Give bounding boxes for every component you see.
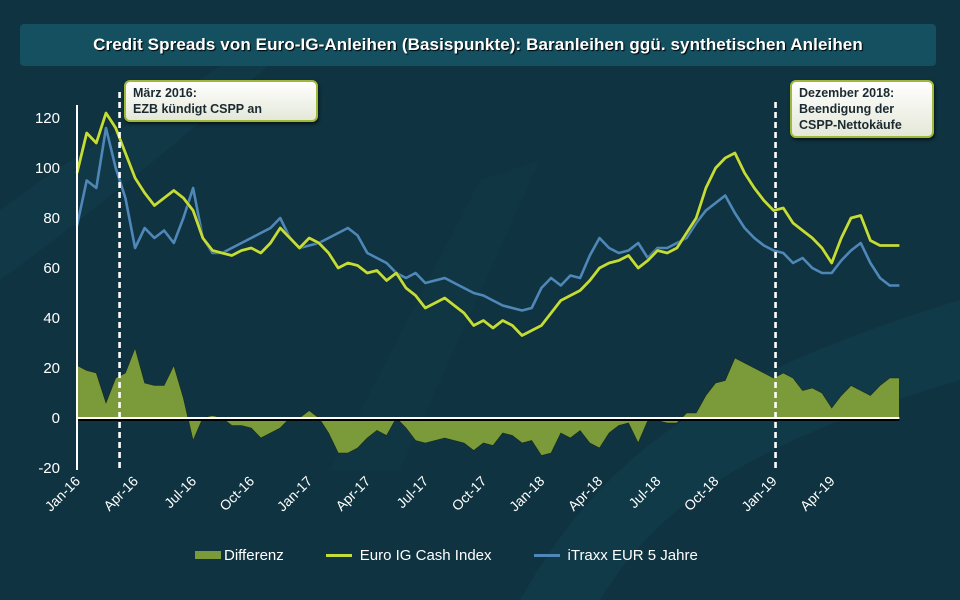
x-tick-label: Oct-17 bbox=[448, 473, 489, 514]
annotation-cspp-end-line-3: CSPP-Nettokäufe bbox=[799, 118, 902, 132]
zero-baseline bbox=[77, 417, 900, 421]
x-tick-label: Jan-16 bbox=[42, 473, 84, 515]
chart-title-bar: Credit Spreads von Euro-IG-Anleihen (Bas… bbox=[20, 24, 936, 66]
x-tick-label: Apr-18 bbox=[565, 473, 606, 514]
y-tick-label: 40 bbox=[43, 310, 60, 327]
itraxx-swatch-icon bbox=[533, 553, 560, 557]
y-tick-label: 80 bbox=[43, 210, 60, 227]
annotation-cspp-announce-line-2: EZB kündigt CSPP an bbox=[133, 102, 262, 116]
x-tick-label: Apr-16 bbox=[100, 473, 141, 514]
y-tick-label: 20 bbox=[43, 360, 60, 377]
legend-label-cash-index: Euro IG Cash Index bbox=[359, 546, 492, 564]
x-tick-label: Apr-17 bbox=[332, 473, 373, 514]
chart-title: Credit Spreads von Euro-IG-Anleihen (Bas… bbox=[93, 35, 863, 54]
annotation-cspp-announce-line-1: März 2016: bbox=[133, 86, 197, 100]
cash-index-line bbox=[74, 110, 900, 338]
x-tick-label: Jan-18 bbox=[506, 473, 548, 515]
x-tick-label: Jul-16 bbox=[161, 473, 199, 511]
annotation-cspp-end-line-2: Beendigung der bbox=[799, 102, 895, 116]
legend-item-itraxx: iTraxx EUR 5 Jahre bbox=[533, 546, 698, 564]
legend-item-differenz: Differenz bbox=[195, 547, 284, 564]
y-tick-label: 100 bbox=[35, 160, 60, 177]
cash-index-line-path bbox=[75, 111, 900, 337]
legend-label-itraxx: iTraxx EUR 5 Jahre bbox=[567, 546, 698, 564]
x-tick-label: Oct-16 bbox=[216, 473, 257, 514]
y-tick-label: 60 bbox=[43, 260, 60, 277]
x-tick-label: Jan-19 bbox=[738, 473, 780, 515]
cash-index-swatch-icon bbox=[325, 553, 352, 557]
annotation-cspp-end: Dezember 2018: Beendigung der CSPP-Netto… bbox=[790, 80, 934, 138]
annotation-cspp-announce: März 2016: EZB kündigt CSPP an bbox=[124, 80, 318, 122]
y-tick-label: 0 bbox=[52, 410, 60, 427]
x-tick-label: Jan-17 bbox=[274, 473, 316, 515]
x-tick-label: Oct-18 bbox=[681, 473, 722, 514]
differenz-swatch-icon bbox=[195, 551, 221, 559]
y-tick-label: -20 bbox=[38, 460, 60, 477]
x-axis-ticks: Jan-16 Apr-16 Jul-16 Oct-16 Jan-17 Apr-17 Jul-… bbox=[42, 473, 838, 515]
event-lines bbox=[118, 92, 777, 472]
annotation-cspp-end-line-1: Dezember 2018: bbox=[799, 86, 895, 100]
x-tick-label: Jul-17 bbox=[393, 473, 431, 511]
legend-label-differenz: Differenz bbox=[224, 546, 284, 564]
y-axis-ticks: 120 100 80 60 40 20 0 -20 bbox=[35, 110, 60, 477]
legend-item-cash-index: Euro IG Cash Index bbox=[325, 546, 492, 564]
chart-legend: Differenz Euro IG Cash Index iTraxx EUR … bbox=[195, 545, 740, 565]
x-tick-label: Apr-19 bbox=[797, 473, 838, 514]
y-tick-label: 120 bbox=[35, 110, 60, 127]
x-tick-label: Jul-18 bbox=[625, 473, 663, 511]
